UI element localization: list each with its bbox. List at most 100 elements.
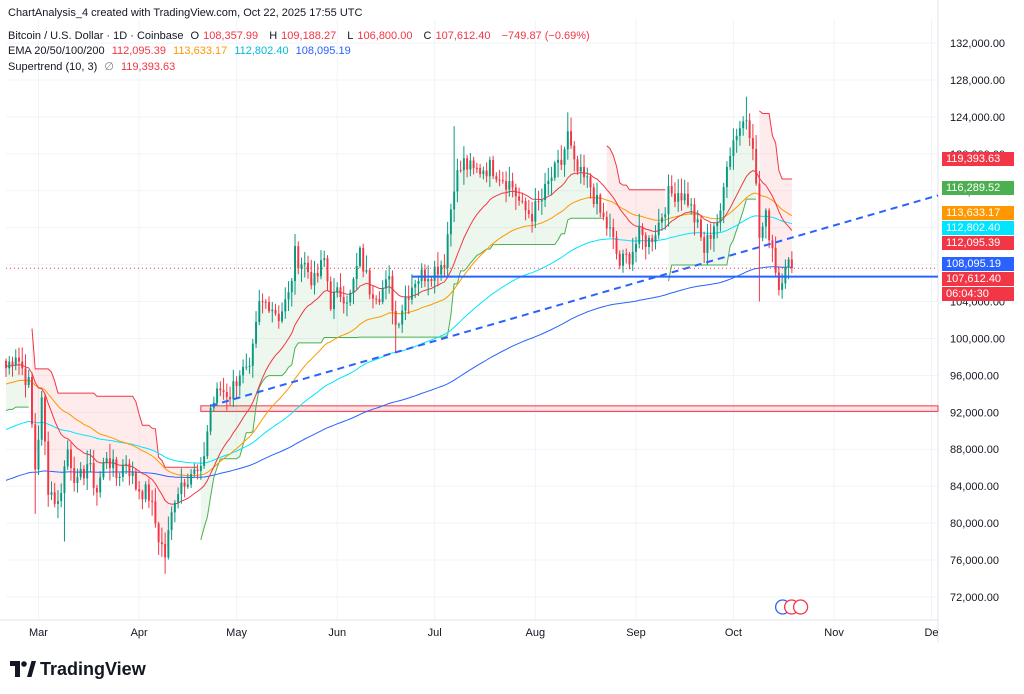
candle-body — [11, 361, 14, 366]
candle-body — [612, 227, 615, 238]
candle-body — [479, 167, 482, 174]
price-tick-label: 72,000.00 — [950, 592, 999, 604]
candle-body — [703, 237, 706, 253]
high-label: H — [269, 30, 278, 42]
supertrend-down-line — [606, 145, 666, 191]
candle-body — [553, 162, 556, 178]
candle-body — [105, 458, 108, 463]
candle-body — [459, 170, 462, 172]
candle-body — [729, 156, 732, 167]
candle-body — [777, 272, 780, 290]
candle-body — [294, 246, 296, 281]
change-value: −749.87 (−0.69%) — [501, 30, 590, 42]
candle-body — [540, 200, 543, 202]
candle-body — [394, 311, 397, 325]
candle-body — [430, 279, 433, 281]
candle-body — [95, 487, 98, 493]
time-axis[interactable]: Mar Apr May Jun Jul Aug Sep Oct Nov De — [29, 627, 939, 639]
candle-body — [644, 235, 647, 248]
candle-body — [755, 148, 758, 184]
time-tick-label: Aug — [526, 627, 546, 639]
high-value: 109,188.27 — [281, 30, 337, 42]
legend-supertrend-row[interactable]: Supertrend (10, 3) ∅ 119,393.63 — [8, 60, 179, 73]
event-icons[interactable] — [774, 599, 809, 615]
supertrend-fill — [668, 120, 757, 282]
candle-body — [537, 201, 540, 203]
candle-body — [108, 458, 111, 469]
support-zone — [200, 405, 939, 412]
candle-body — [40, 397, 43, 440]
candle-body — [475, 167, 478, 169]
candle-body — [660, 217, 663, 223]
candle-body — [534, 201, 537, 222]
candle-body — [63, 466, 66, 494]
candle-body — [287, 292, 290, 300]
price-tag: 108,095.19 — [942, 256, 1014, 271]
time-tick-label: Mar — [29, 627, 48, 639]
close-label: C — [423, 30, 432, 42]
economic-event-icon — [792, 599, 809, 615]
price-tick-label: 88,000.00 — [950, 444, 999, 456]
candle-body — [115, 459, 118, 479]
supertrend-fill — [759, 110, 792, 287]
candle-body — [73, 468, 76, 483]
candle-body — [790, 259, 793, 269]
candle-body — [134, 471, 137, 490]
candle-body — [761, 226, 764, 238]
candle-body — [316, 273, 319, 277]
candle-body — [501, 180, 504, 182]
candle-body — [18, 357, 20, 362]
candle-body — [570, 131, 573, 146]
candle-body — [50, 492, 53, 495]
tradingview-logo[interactable]: TradingView — [10, 658, 146, 680]
price-tag: 113,633.17 — [942, 205, 1014, 220]
candle-body — [170, 512, 173, 531]
candle-body — [141, 491, 144, 500]
candle-body — [242, 366, 245, 376]
candle-body — [576, 159, 579, 172]
candle-body — [79, 468, 82, 478]
candle-body — [177, 494, 180, 503]
candle-body — [560, 159, 563, 165]
price-axis[interactable]: 72,000.00 76,000.00 80,000.00 84,000.00 88,0… — [950, 38, 1005, 604]
price-tag: 119,393.63 — [942, 152, 1014, 167]
price-tick-label: 96,000.00 — [950, 370, 999, 382]
legend-ema-row[interactable]: EMA 20/50/100/200 112,095.39 113,633.17 … — [8, 45, 355, 57]
candle-body — [14, 357, 17, 366]
candle-body — [31, 376, 33, 425]
ema20-line — [5, 170, 793, 505]
candle-body — [453, 191, 456, 210]
chart-credit: ChartAnalysis_4 created with TradingView… — [8, 7, 366, 19]
candle-body — [781, 283, 784, 290]
candle-body — [368, 270, 371, 295]
candle-body — [251, 343, 254, 366]
candle-body — [712, 226, 715, 239]
candle-body — [466, 158, 469, 170]
logo-text: TradingView — [40, 658, 146, 679]
candle-body — [436, 266, 439, 275]
candle-body — [307, 262, 309, 272]
time-tick-label: Jul — [428, 627, 442, 639]
symbol-name[interactable]: Bitcoin / U.S. Dollar · 1D · Coinbase — [8, 30, 184, 42]
candle-body — [384, 279, 387, 289]
time-tick-label: Nov — [824, 627, 844, 639]
credit-text: ChartAnalysis_4 created with TradingView… — [8, 7, 363, 19]
candle-body — [157, 523, 160, 543]
candle-body — [381, 288, 384, 303]
candle-body — [391, 276, 394, 312]
candle-body — [449, 209, 452, 235]
candle-body — [261, 301, 264, 303]
candle-body — [235, 381, 238, 386]
candle-body — [358, 247, 361, 266]
candle-body — [641, 226, 644, 236]
candle-body — [404, 297, 407, 311]
candle-body — [505, 180, 508, 190]
candle-body — [199, 465, 202, 472]
supertrend-label[interactable]: Supertrend (10, 3) — [8, 61, 98, 73]
candle-body — [323, 258, 326, 261]
ema-label[interactable]: EMA 20/50/100/200 — [8, 45, 105, 57]
candle-body — [112, 459, 115, 469]
candle-body — [498, 179, 501, 181]
